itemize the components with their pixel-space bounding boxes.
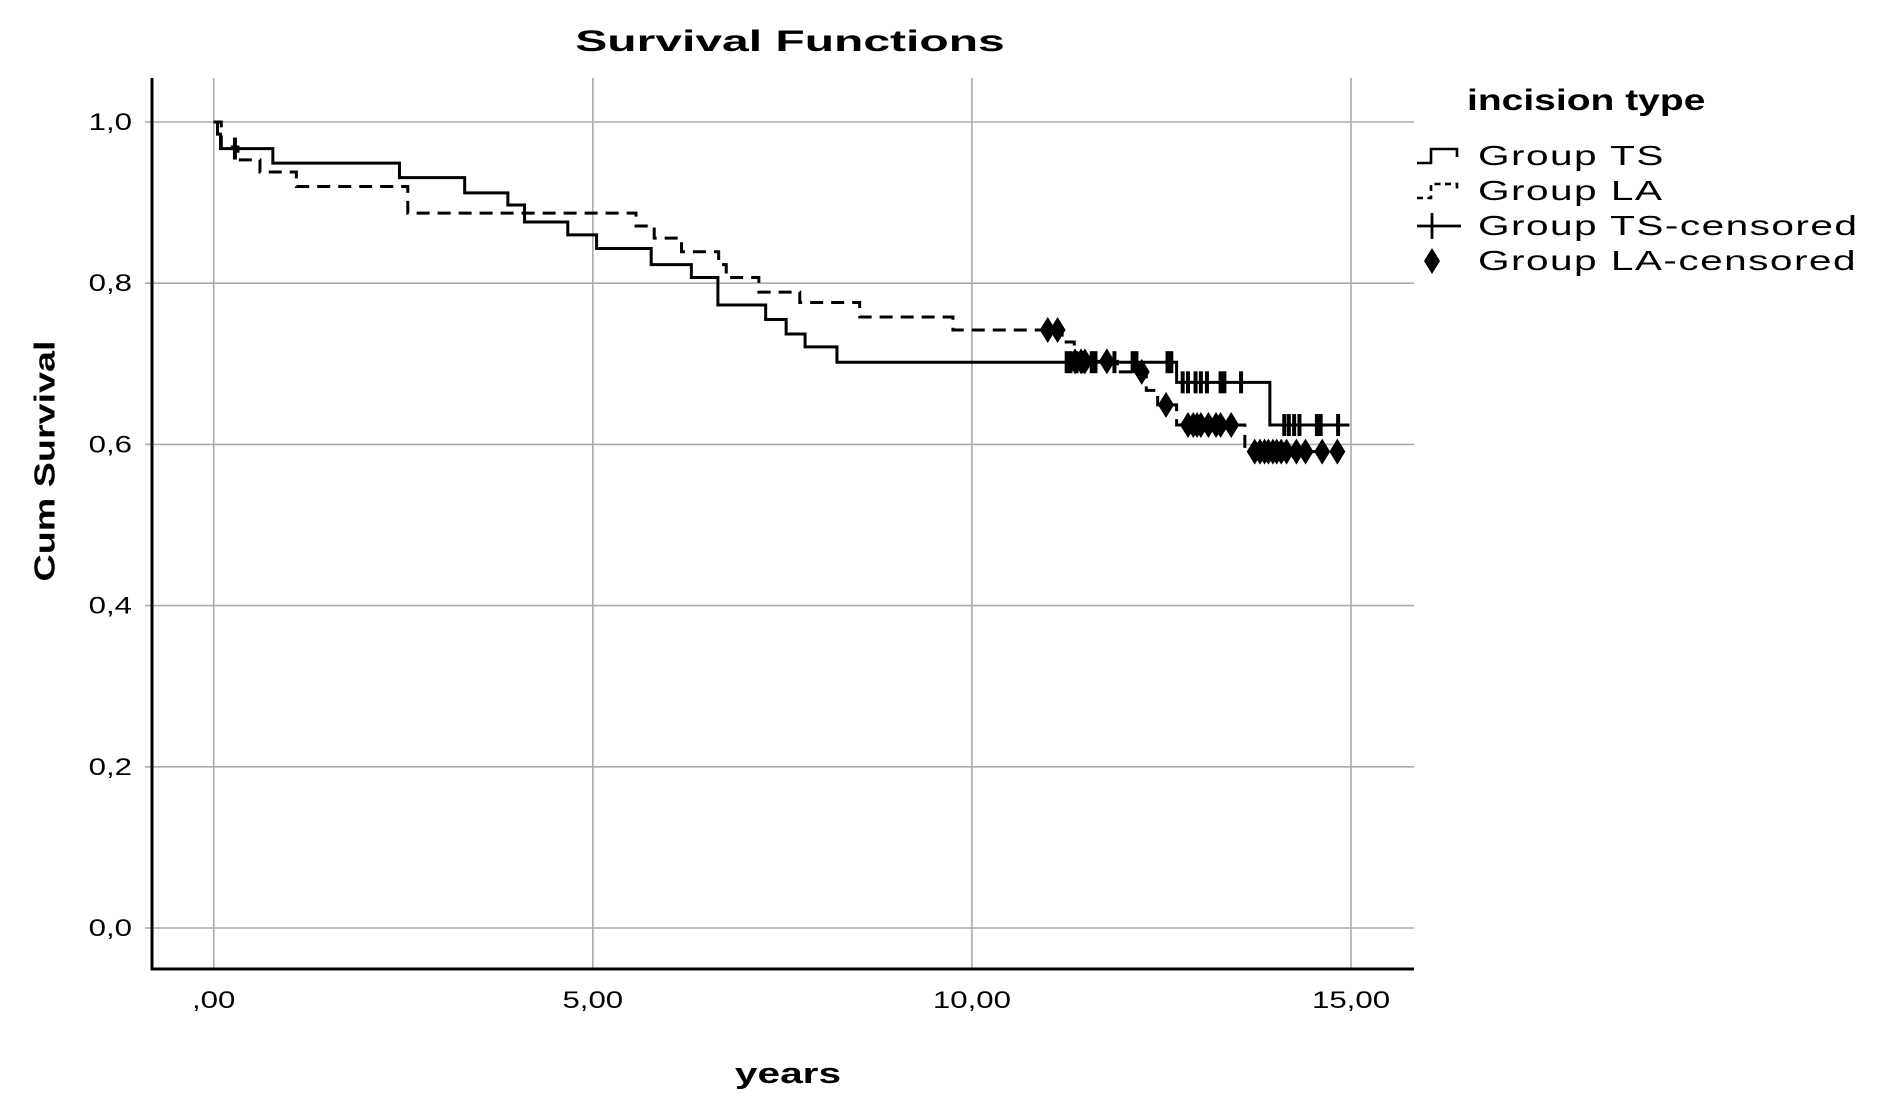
censored-diamond-marker: [1223, 412, 1240, 439]
x-tick-label: 10,00: [933, 986, 1011, 1013]
censored-diamond-marker: [1278, 438, 1295, 465]
legend-item-group-la: Group LA: [1415, 173, 1887, 208]
censored-diamond-marker: [1049, 316, 1066, 343]
y-tick-label: 0,4: [89, 592, 132, 619]
x-tick-label: 15,00: [1312, 986, 1390, 1013]
legend-item-group-la-censored: Group LA-censored: [1415, 243, 1887, 278]
censored-diamond-marker: [1076, 348, 1093, 375]
legend-item-group-ts: Group TS: [1415, 138, 1887, 173]
survival-curve-group-ts: [213, 120, 1350, 427]
legend-title-text: incision type: [1467, 84, 1706, 117]
censored-diamond-marker: [1212, 412, 1229, 439]
censored-diamond-marker: [1314, 438, 1331, 465]
legend-item-group-ts-censored: Group TS-censored: [1415, 208, 1887, 243]
censored-diamond-marker: [1157, 391, 1174, 418]
plus-marker-icon: [1417, 212, 1461, 239]
censored-diamond-marker: [1329, 438, 1346, 465]
y-tick-label: 0,8: [89, 270, 132, 297]
legend-label-group-la: Group LA: [1478, 174, 1664, 206]
y-tick-label: 0,2: [89, 753, 132, 780]
x-axis-label-text: years: [734, 1058, 842, 1090]
y-axis-label-text: Cum Survival: [29, 340, 62, 582]
chart-title: Survival Functions: [575, 25, 1004, 59]
legend-label-group-ts-censored: Group TS-censored: [1478, 209, 1859, 241]
censored-diamond-marker: [1098, 348, 1115, 375]
x-tick-label: 5,00: [562, 986, 623, 1013]
y-tick-label: 0,6: [89, 431, 132, 458]
censored-diamond-marker: [1133, 358, 1150, 385]
legend: incision type Group TS Group LA Group TS…: [1415, 84, 1887, 278]
diamond-marker-icon: [1424, 247, 1440, 274]
survival-curve-group-la: [213, 120, 1341, 454]
solid-step-line-icon: [1417, 147, 1459, 164]
dashed-step-line-icon: [1417, 182, 1459, 199]
x-axis-label: years: [735, 1058, 841, 1091]
legend-items: Group TS Group LA Group TS-censored Grou…: [1415, 138, 1887, 278]
censored-diamond-marker: [1297, 438, 1314, 465]
y-axis-label: Cum Survival: [30, 341, 63, 582]
legend-title: incision type: [1467, 84, 1887, 118]
censored-diamond-marker: [1288, 438, 1305, 465]
x-tick-label: ,00: [192, 986, 235, 1013]
y-tick-label: 1,0: [89, 108, 132, 135]
y-tick-label: 0,0: [89, 914, 132, 941]
legend-label-group-la-censored: Group LA-censored: [1478, 244, 1857, 276]
censored-diamond-marker: [1039, 316, 1056, 343]
legend-label-group-ts: Group TS: [1478, 139, 1665, 171]
chart-title-text: Survival Functions: [575, 25, 1005, 58]
